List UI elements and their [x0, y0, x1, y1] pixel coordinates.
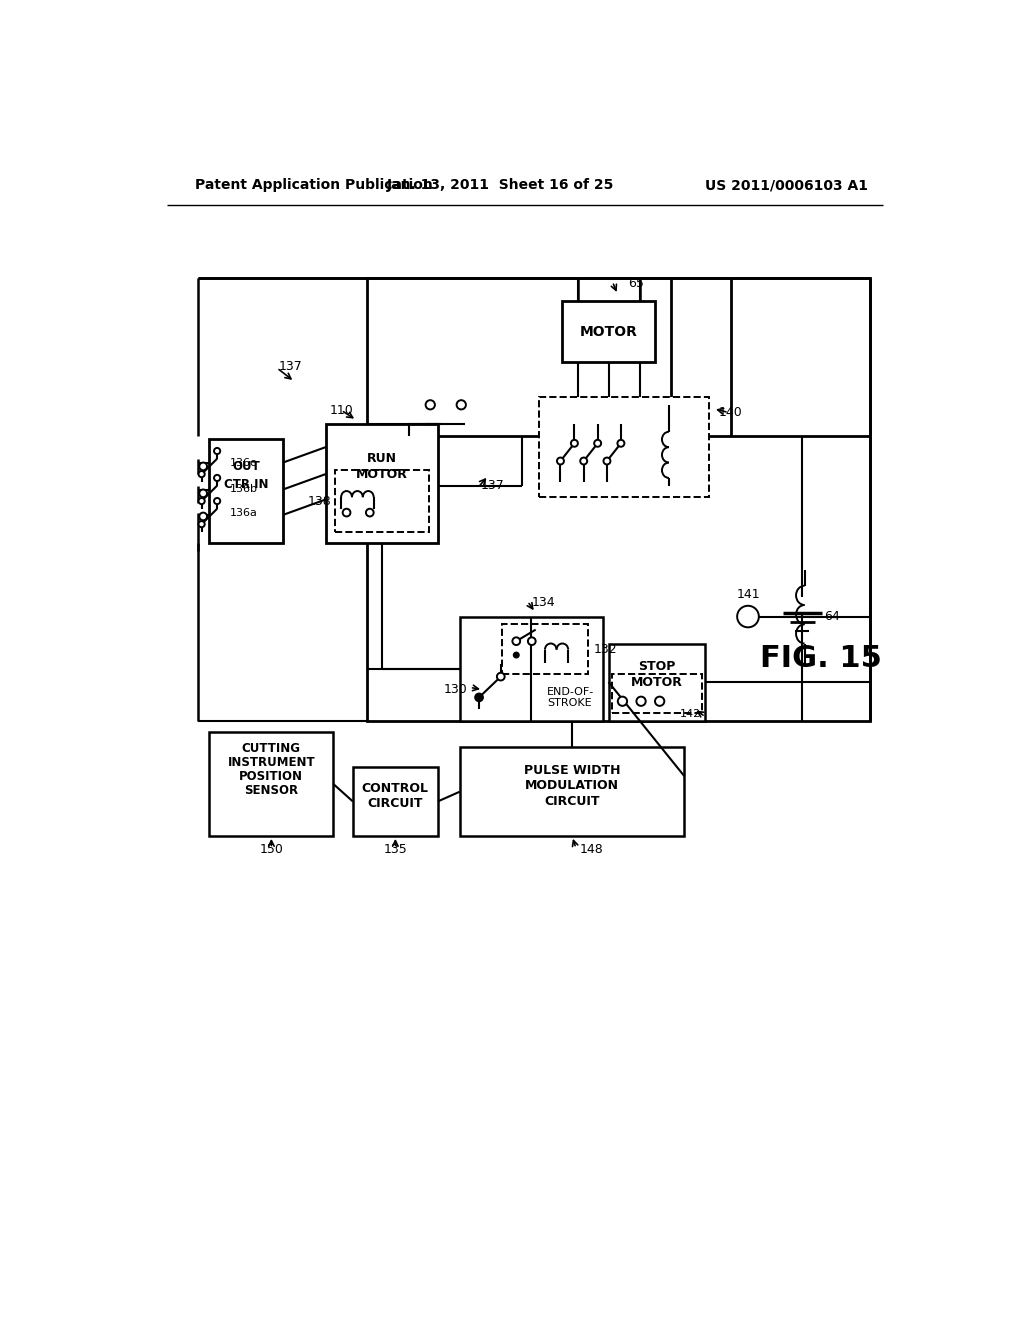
Circle shape: [655, 697, 665, 706]
Text: INSTRUMENT: INSTRUMENT: [227, 756, 315, 770]
Circle shape: [366, 508, 374, 516]
Circle shape: [594, 440, 601, 446]
Bar: [335, 470, 429, 532]
Bar: [367, 277, 870, 721]
Circle shape: [426, 400, 435, 409]
Text: 134: 134: [531, 597, 555, 610]
Circle shape: [200, 490, 207, 498]
Bar: [460, 616, 603, 721]
Text: 110: 110: [330, 404, 353, 417]
Text: OUT: OUT: [232, 459, 260, 473]
Circle shape: [512, 638, 520, 645]
Circle shape: [475, 693, 483, 701]
Circle shape: [457, 400, 466, 409]
Bar: [503, 624, 588, 675]
Text: 137: 137: [280, 360, 303, 372]
Text: 137: 137: [480, 479, 505, 492]
Bar: [326, 424, 438, 544]
Text: 132: 132: [594, 643, 617, 656]
Circle shape: [581, 458, 587, 465]
Text: US 2011/0006103 A1: US 2011/0006103 A1: [706, 178, 868, 193]
Circle shape: [497, 673, 505, 681]
Text: 148: 148: [580, 843, 603, 857]
Bar: [209, 733, 334, 836]
Bar: [562, 301, 655, 363]
Circle shape: [200, 462, 207, 470]
Text: 140: 140: [719, 407, 742, 418]
Bar: [612, 675, 701, 713]
Circle shape: [513, 652, 520, 659]
Text: MODULATION: MODULATION: [525, 779, 620, 792]
Circle shape: [200, 512, 207, 520]
Text: 130: 130: [443, 684, 467, 696]
Text: 135: 135: [384, 843, 408, 857]
Text: RUN: RUN: [367, 453, 397, 465]
Text: CONTROL: CONTROL: [361, 781, 429, 795]
Circle shape: [571, 440, 578, 446]
Text: CTR IN: CTR IN: [224, 478, 268, 491]
Text: Jan. 13, 2011  Sheet 16 of 25: Jan. 13, 2011 Sheet 16 of 25: [386, 178, 613, 193]
Text: MOTOR: MOTOR: [631, 676, 683, 689]
Circle shape: [214, 498, 220, 504]
Text: MOTOR: MOTOR: [356, 467, 408, 480]
Text: END-OF-
STROKE: END-OF- STROKE: [547, 686, 594, 709]
Text: STOP: STOP: [638, 660, 676, 673]
Text: Patent Application Publication: Patent Application Publication: [196, 178, 433, 193]
Circle shape: [343, 508, 350, 516]
Bar: [209, 440, 283, 544]
Circle shape: [199, 471, 205, 478]
Text: CUTTING: CUTTING: [242, 742, 301, 755]
Circle shape: [603, 458, 610, 465]
Bar: [539, 397, 710, 498]
Circle shape: [214, 475, 220, 480]
Text: 136a: 136a: [230, 508, 258, 517]
Circle shape: [737, 606, 759, 627]
Text: SENSOR: SENSOR: [245, 784, 298, 797]
Text: 150: 150: [259, 843, 284, 857]
Circle shape: [214, 447, 220, 454]
Circle shape: [557, 458, 564, 465]
Text: POSITION: POSITION: [240, 770, 303, 783]
Text: 138: 138: [307, 495, 331, 508]
Circle shape: [617, 697, 627, 706]
Bar: [608, 644, 706, 721]
Bar: [460, 747, 684, 836]
Circle shape: [199, 498, 205, 504]
Text: 141: 141: [736, 589, 760, 602]
Text: PULSE WIDTH: PULSE WIDTH: [524, 764, 621, 777]
Circle shape: [617, 440, 625, 446]
Text: CIRCUIT: CIRCUIT: [368, 797, 423, 810]
Text: FIG. 15: FIG. 15: [760, 644, 882, 673]
Bar: [352, 767, 438, 836]
Text: 136b: 136b: [230, 484, 258, 495]
Text: 64: 64: [824, 610, 840, 623]
Text: 65: 65: [628, 277, 644, 290]
Circle shape: [528, 638, 536, 645]
Text: CIRCUIT: CIRCUIT: [545, 795, 600, 808]
Circle shape: [199, 521, 205, 527]
Text: MOTOR: MOTOR: [580, 325, 637, 339]
Text: 142: 142: [680, 709, 701, 719]
Circle shape: [636, 697, 646, 706]
Text: 136c: 136c: [230, 458, 257, 467]
